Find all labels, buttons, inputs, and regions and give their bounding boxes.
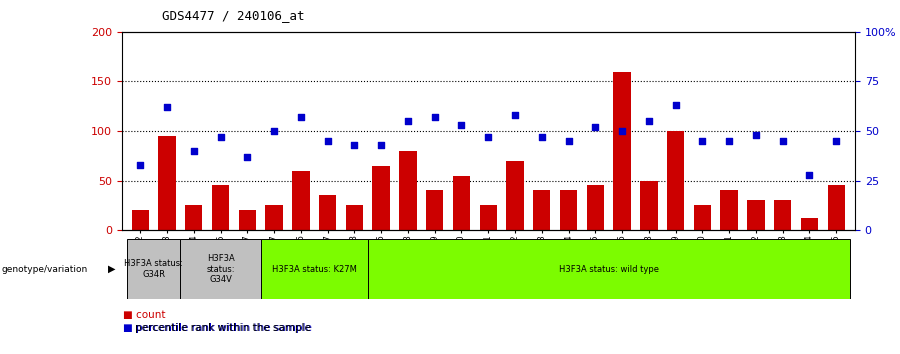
Bar xyxy=(292,171,310,230)
Bar xyxy=(158,136,176,230)
Point xyxy=(374,142,389,148)
Point xyxy=(347,142,362,148)
Point xyxy=(508,112,522,118)
Point xyxy=(400,118,415,124)
Point xyxy=(588,124,602,130)
Bar xyxy=(238,210,256,230)
Point xyxy=(133,162,148,167)
Text: ■ count: ■ count xyxy=(123,310,166,320)
Bar xyxy=(185,205,202,230)
Bar xyxy=(368,239,850,299)
Point xyxy=(186,148,201,154)
Bar xyxy=(747,200,765,230)
Text: genotype/variation: genotype/variation xyxy=(2,264,88,274)
Bar xyxy=(180,239,261,299)
Bar xyxy=(426,190,444,230)
Point xyxy=(267,128,282,134)
Point xyxy=(320,138,335,144)
Bar xyxy=(560,190,577,230)
Bar xyxy=(774,200,791,230)
Text: ■ percentile rank within the sample: ■ percentile rank within the sample xyxy=(123,324,312,333)
Point xyxy=(240,154,255,160)
Bar xyxy=(640,181,658,230)
Bar xyxy=(261,239,368,299)
Bar xyxy=(533,190,551,230)
Bar xyxy=(131,210,149,230)
Point xyxy=(776,138,790,144)
Point xyxy=(482,134,496,140)
Text: ▶: ▶ xyxy=(108,264,115,274)
Bar xyxy=(400,151,417,230)
Point xyxy=(293,114,308,120)
Bar xyxy=(373,166,390,230)
Text: H3F3A status: K27M: H3F3A status: K27M xyxy=(272,264,356,274)
Bar xyxy=(212,185,230,230)
Text: H3F3A
status:
G34V: H3F3A status: G34V xyxy=(206,254,235,284)
Point xyxy=(722,138,736,144)
Point xyxy=(454,122,469,128)
Bar xyxy=(587,185,604,230)
Point xyxy=(749,132,763,138)
Point xyxy=(213,134,228,140)
Point xyxy=(802,172,816,177)
Bar xyxy=(694,205,711,230)
Point xyxy=(615,128,629,134)
Text: GDS4477 / 240106_at: GDS4477 / 240106_at xyxy=(162,9,304,22)
Bar xyxy=(801,218,818,230)
Bar xyxy=(453,176,470,230)
Text: H3F3A status: wild type: H3F3A status: wild type xyxy=(559,264,659,274)
Bar xyxy=(319,195,337,230)
Bar xyxy=(266,205,283,230)
Bar xyxy=(346,205,363,230)
Bar xyxy=(480,205,497,230)
Point xyxy=(160,104,175,110)
Text: percentile rank within the sample: percentile rank within the sample xyxy=(135,324,310,333)
Point xyxy=(695,138,709,144)
Bar xyxy=(721,190,738,230)
Bar xyxy=(507,161,524,230)
Point xyxy=(535,134,549,140)
Bar xyxy=(614,72,631,230)
Bar xyxy=(667,131,684,230)
Point xyxy=(428,114,442,120)
Point xyxy=(669,102,683,108)
Point xyxy=(562,138,576,144)
Bar xyxy=(828,185,845,230)
Point xyxy=(829,138,843,144)
Point xyxy=(642,118,656,124)
Text: H3F3A status:
G34R: H3F3A status: G34R xyxy=(124,259,183,279)
Bar xyxy=(127,239,180,299)
